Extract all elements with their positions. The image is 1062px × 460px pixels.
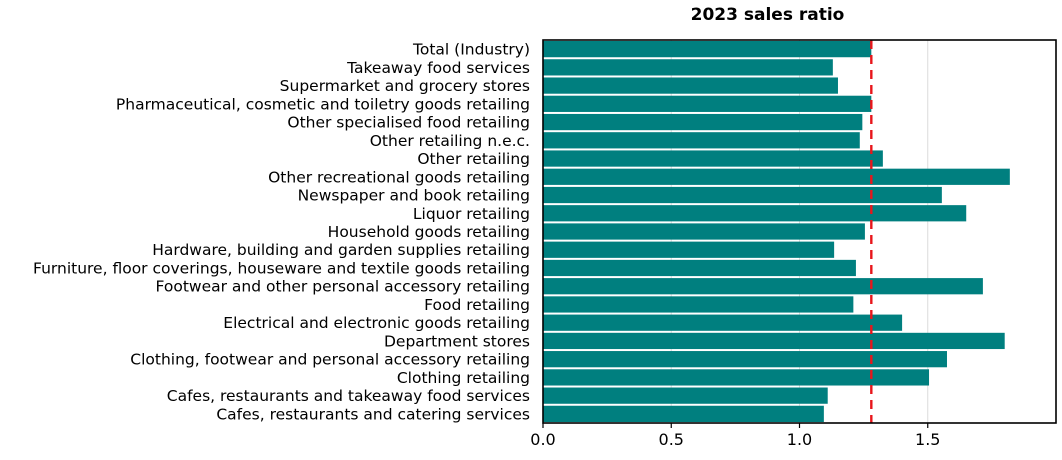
bar	[543, 278, 983, 295]
category-label: Newspaper and book retailing	[298, 187, 530, 205]
x-axis: 0.0 0.5 1.0 1.5	[530, 423, 940, 449]
bar	[543, 132, 860, 149]
x-tick-label: 1.5	[915, 430, 940, 449]
bar	[543, 223, 865, 240]
category-label: Department stores	[384, 332, 530, 350]
bar	[543, 186, 942, 204]
bar	[543, 387, 828, 404]
category-label: Clothing, footwear and personal accessor…	[130, 351, 530, 369]
bar	[543, 205, 967, 222]
category-label: Hardware, building and garden supplies r…	[152, 241, 530, 259]
category-label: Pharmaceutical, cosmetic and toiletry go…	[116, 95, 530, 113]
bar	[543, 332, 1005, 350]
x-tick-label: 1.0	[787, 430, 812, 449]
bar	[543, 405, 824, 422]
category-label: Cafes, restaurants and takeaway food ser…	[167, 387, 530, 405]
chart-title: 2023 sales ratio	[691, 5, 845, 25]
category-label: Other recreational goods retailing	[268, 168, 530, 186]
bar	[543, 168, 1010, 185]
bars	[543, 41, 1010, 422]
bar	[543, 369, 930, 386]
category-label: Household goods retailing	[328, 223, 530, 241]
bar	[543, 296, 854, 313]
bar	[543, 150, 883, 167]
bar	[543, 241, 835, 258]
x-tick-label: 0.0	[530, 430, 555, 449]
category-label: Clothing retailing	[397, 369, 530, 387]
category-label: Electrical and electronic goods retailin…	[223, 314, 530, 332]
bar	[543, 59, 833, 76]
category-label: Other retailing n.e.c.	[370, 132, 530, 150]
bar	[543, 113, 863, 131]
x-tick-label: 0.5	[659, 430, 684, 449]
category-label: Supermarket and grocery stores	[280, 77, 530, 95]
category-label: Total (Industry)	[412, 41, 530, 59]
category-label: Footwear and other personal accessory re…	[156, 278, 531, 296]
category-label: Liquor retailing	[413, 205, 530, 223]
bar	[543, 95, 872, 112]
bar	[543, 351, 947, 368]
category-label: Food retailing	[424, 296, 530, 314]
bar	[543, 259, 856, 277]
category-label: Furniture, floor coverings, houseware an…	[33, 259, 530, 277]
plot-frame	[542, 39, 1057, 424]
category-label: Takeaway food services	[346, 59, 530, 77]
category-label: Cafes, restaurants and catering services	[216, 405, 530, 423]
category-label: Other specialised food retailing	[287, 114, 530, 132]
category-labels: Total (Industry)Takeaway food servicesSu…	[33, 41, 530, 424]
category-label: Other retailing	[417, 150, 530, 168]
bar	[543, 41, 872, 58]
bar	[543, 314, 903, 331]
bar	[543, 77, 838, 94]
